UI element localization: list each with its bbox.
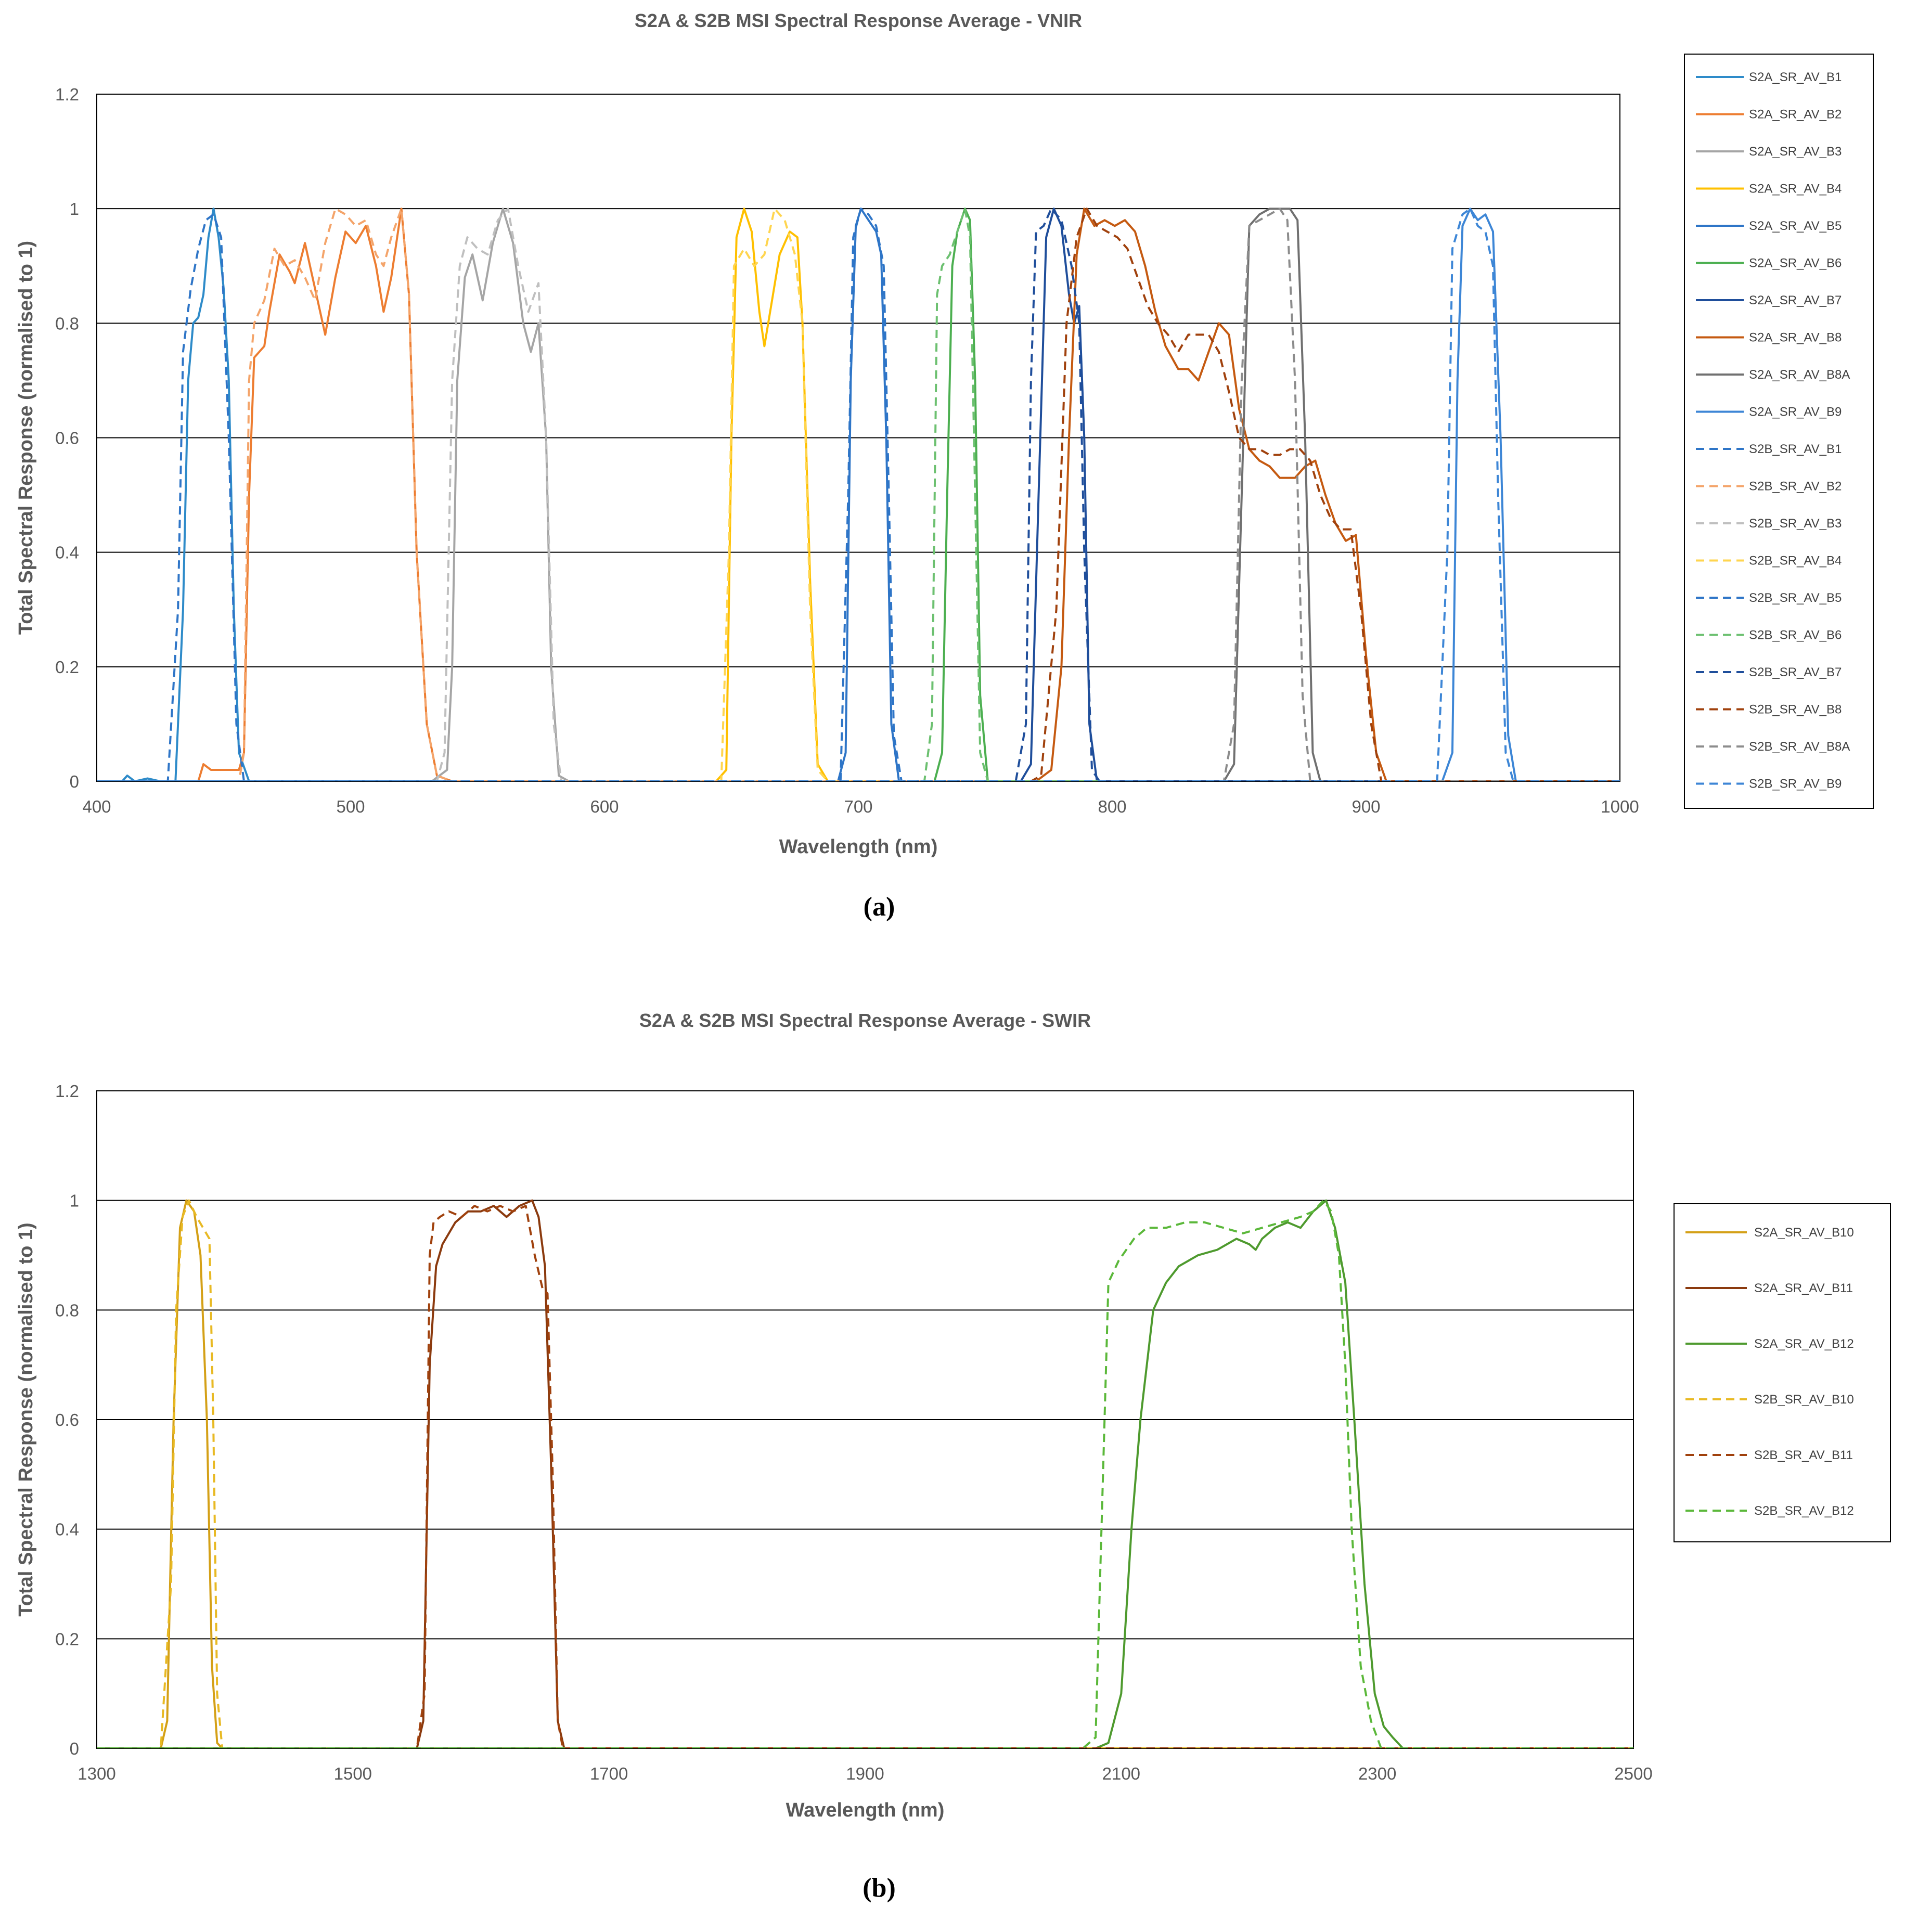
legend-label: S2B_SR_AV_B8 <box>1749 703 1842 717</box>
series-line-s2b-sr-av-b5 <box>97 208 1620 781</box>
y-tick-label: 1.2 <box>55 85 79 104</box>
series-line-s2a-sr-av-b8a <box>97 208 1620 781</box>
legend-label: S2A_SR_AV_B12 <box>1754 1337 1854 1351</box>
y-axis-title: Total Spectral Response (normalised to 1… <box>15 241 37 635</box>
legend-label: S2A_SR_AV_B4 <box>1749 182 1842 196</box>
legend-label: S2A_SR_AV_B8A <box>1749 368 1850 382</box>
y-tick-label: 1.2 <box>55 1081 79 1101</box>
legend-label: S2B_SR_AV_B6 <box>1749 628 1842 642</box>
x-axis: 1300 1500 1700 1900 2100 2300 2500 <box>78 1764 1652 1783</box>
series-group <box>97 1199 1633 1748</box>
x-tick-label: 900 <box>1351 797 1380 816</box>
legend-label: S2B_SR_AV_B7 <box>1749 665 1842 679</box>
y-tick-label: 1 <box>70 1191 79 1210</box>
x-tick-label: 400 <box>82 797 111 816</box>
series-line-s2b-sr-av-b6 <box>97 208 1620 781</box>
series-group <box>97 208 1620 781</box>
y-tick-label: 0.2 <box>55 658 79 677</box>
x-tick-label: 1900 <box>846 1764 884 1783</box>
series-line-s2b-sr-av-b7 <box>97 208 1620 781</box>
legend-label: S2A_SR_AV_B7 <box>1749 293 1842 307</box>
x-tick-label: 2300 <box>1358 1764 1396 1783</box>
x-tick-label: 600 <box>590 797 619 816</box>
y-axis: 0 0.2 0.4 0.6 0.8 1 1.2 <box>55 85 1620 791</box>
series-line-s2a-sr-av-b5 <box>97 208 1620 781</box>
y-axis-title: Total Spectral Response (normalised to 1… <box>15 1222 37 1616</box>
legend-box <box>1674 1203 1891 1542</box>
series-line-s2a-sr-av-b12 <box>97 1199 1633 1748</box>
y-tick-label: 0 <box>70 772 79 791</box>
series-line-s2b-sr-av-b10 <box>97 1199 1633 1748</box>
legend-label: S2A_SR_AV_B8 <box>1749 331 1842 345</box>
x-tick-label: 800 <box>1098 797 1126 816</box>
legend-label: S2A_SR_AV_B5 <box>1749 219 1842 233</box>
x-tick-label: 1300 <box>78 1764 115 1783</box>
y-tick-label: 0.8 <box>55 1300 79 1320</box>
y-tick-label: 0.6 <box>55 429 79 448</box>
legend-label: S2B_SR_AV_B3 <box>1749 517 1842 531</box>
legend-box <box>1684 54 1874 809</box>
legend-label: S2B_SR_AV_B2 <box>1749 480 1842 494</box>
x-axis-title: Wavelength (nm) <box>786 1799 945 1821</box>
series-line-s2b-sr-av-b1 <box>97 213 1620 781</box>
y-tick-label: 0 <box>70 1739 79 1758</box>
series-line-s2a-sr-av-b7 <box>97 208 1620 781</box>
chart-title: S2A & S2B MSI Spectral Response Average … <box>639 1010 1091 1031</box>
legend-label: S2B_SR_AV_B10 <box>1754 1393 1854 1407</box>
y-tick-label: 0.6 <box>55 1410 79 1429</box>
legend-label: S2B_SR_AV_B1 <box>1749 442 1842 456</box>
legend-label: S2B_SR_AV_B12 <box>1754 1504 1854 1518</box>
series-line-s2a-sr-av-b9 <box>97 208 1620 781</box>
series-line-s2b-sr-av-b11 <box>97 1205 1633 1748</box>
series-line-s2b-sr-av-b12 <box>97 1199 1633 1748</box>
panel-label: (a) <box>864 892 895 922</box>
legend-label: S2B_SR_AV_B5 <box>1749 591 1842 605</box>
series-line-s2b-sr-av-b8 <box>97 208 1620 781</box>
legend-label: S2A_SR_AV_B3 <box>1749 145 1842 159</box>
x-tick-label: 1700 <box>590 1764 628 1783</box>
y-axis: 0 0.2 0.4 0.6 0.8 1 1.2 <box>55 1081 1633 1758</box>
x-axis-title: Wavelength (nm) <box>779 836 938 858</box>
legend-label: S2B_SR_AV_B4 <box>1749 554 1842 568</box>
chart-title: S2A & S2B MSI Spectral Response Average … <box>635 10 1082 31</box>
panel-label: (b) <box>863 1873 896 1903</box>
legend-label: S2A_SR_AV_B10 <box>1754 1226 1854 1240</box>
chart-panel-b: S2A & S2B MSI Spectral Response Average … <box>15 1010 1891 1903</box>
x-tick-label: 2500 <box>1614 1764 1652 1783</box>
series-line-s2b-sr-av-b2 <box>97 208 1620 781</box>
y-tick-label: 0.8 <box>55 314 79 333</box>
legend-label: S2B_SR_AV_B11 <box>1754 1448 1853 1462</box>
legend-label: S2A_SR_AV_B2 <box>1749 108 1842 122</box>
legend-label: S2A_SR_AV_B11 <box>1754 1281 1853 1295</box>
legend-label: S2B_SR_AV_B9 <box>1749 777 1842 791</box>
y-tick-label: 1 <box>70 199 79 218</box>
series-line-s2b-sr-av-b4 <box>97 208 1620 781</box>
series-line-s2a-sr-av-b11 <box>97 1199 1633 1748</box>
x-tick-label: 2100 <box>1102 1764 1140 1783</box>
series-line-s2b-sr-av-b8a <box>97 208 1620 781</box>
legend: S2A_SR_AV_B1 S2A_SR_AV_B2 S2A_SR_AV_B3 S2A_… <box>1684 54 1874 809</box>
legend-label: S2B_SR_AV_B8A <box>1749 740 1850 754</box>
y-tick-label: 0.4 <box>55 1520 79 1539</box>
series-line-s2b-sr-av-b9 <box>97 208 1620 781</box>
x-axis: 400 500 600 700 800 900 1000 <box>82 797 1639 816</box>
legend-label: S2A_SR_AV_B6 <box>1749 256 1842 271</box>
x-tick-label: 1000 <box>1601 797 1639 816</box>
legend: S2A_SR_AV_B10 S2A_SR_AV_B11 S2A_SR_AV_B12 S… <box>1674 1203 1891 1542</box>
y-tick-label: 0.2 <box>55 1629 79 1648</box>
chart-panel-a: S2A & S2B MSI Spectral Response Average … <box>15 10 1874 922</box>
series-line-s2b-sr-av-b3 <box>97 208 1620 781</box>
y-tick-label: 0.4 <box>55 543 79 562</box>
legend-label: S2A_SR_AV_B1 <box>1749 70 1842 84</box>
x-tick-label: 700 <box>844 797 872 816</box>
legend-label: S2A_SR_AV_B9 <box>1749 405 1842 419</box>
x-tick-label: 500 <box>336 797 365 816</box>
series-line-s2a-sr-av-b3 <box>97 208 1620 781</box>
x-tick-label: 1500 <box>334 1764 372 1783</box>
